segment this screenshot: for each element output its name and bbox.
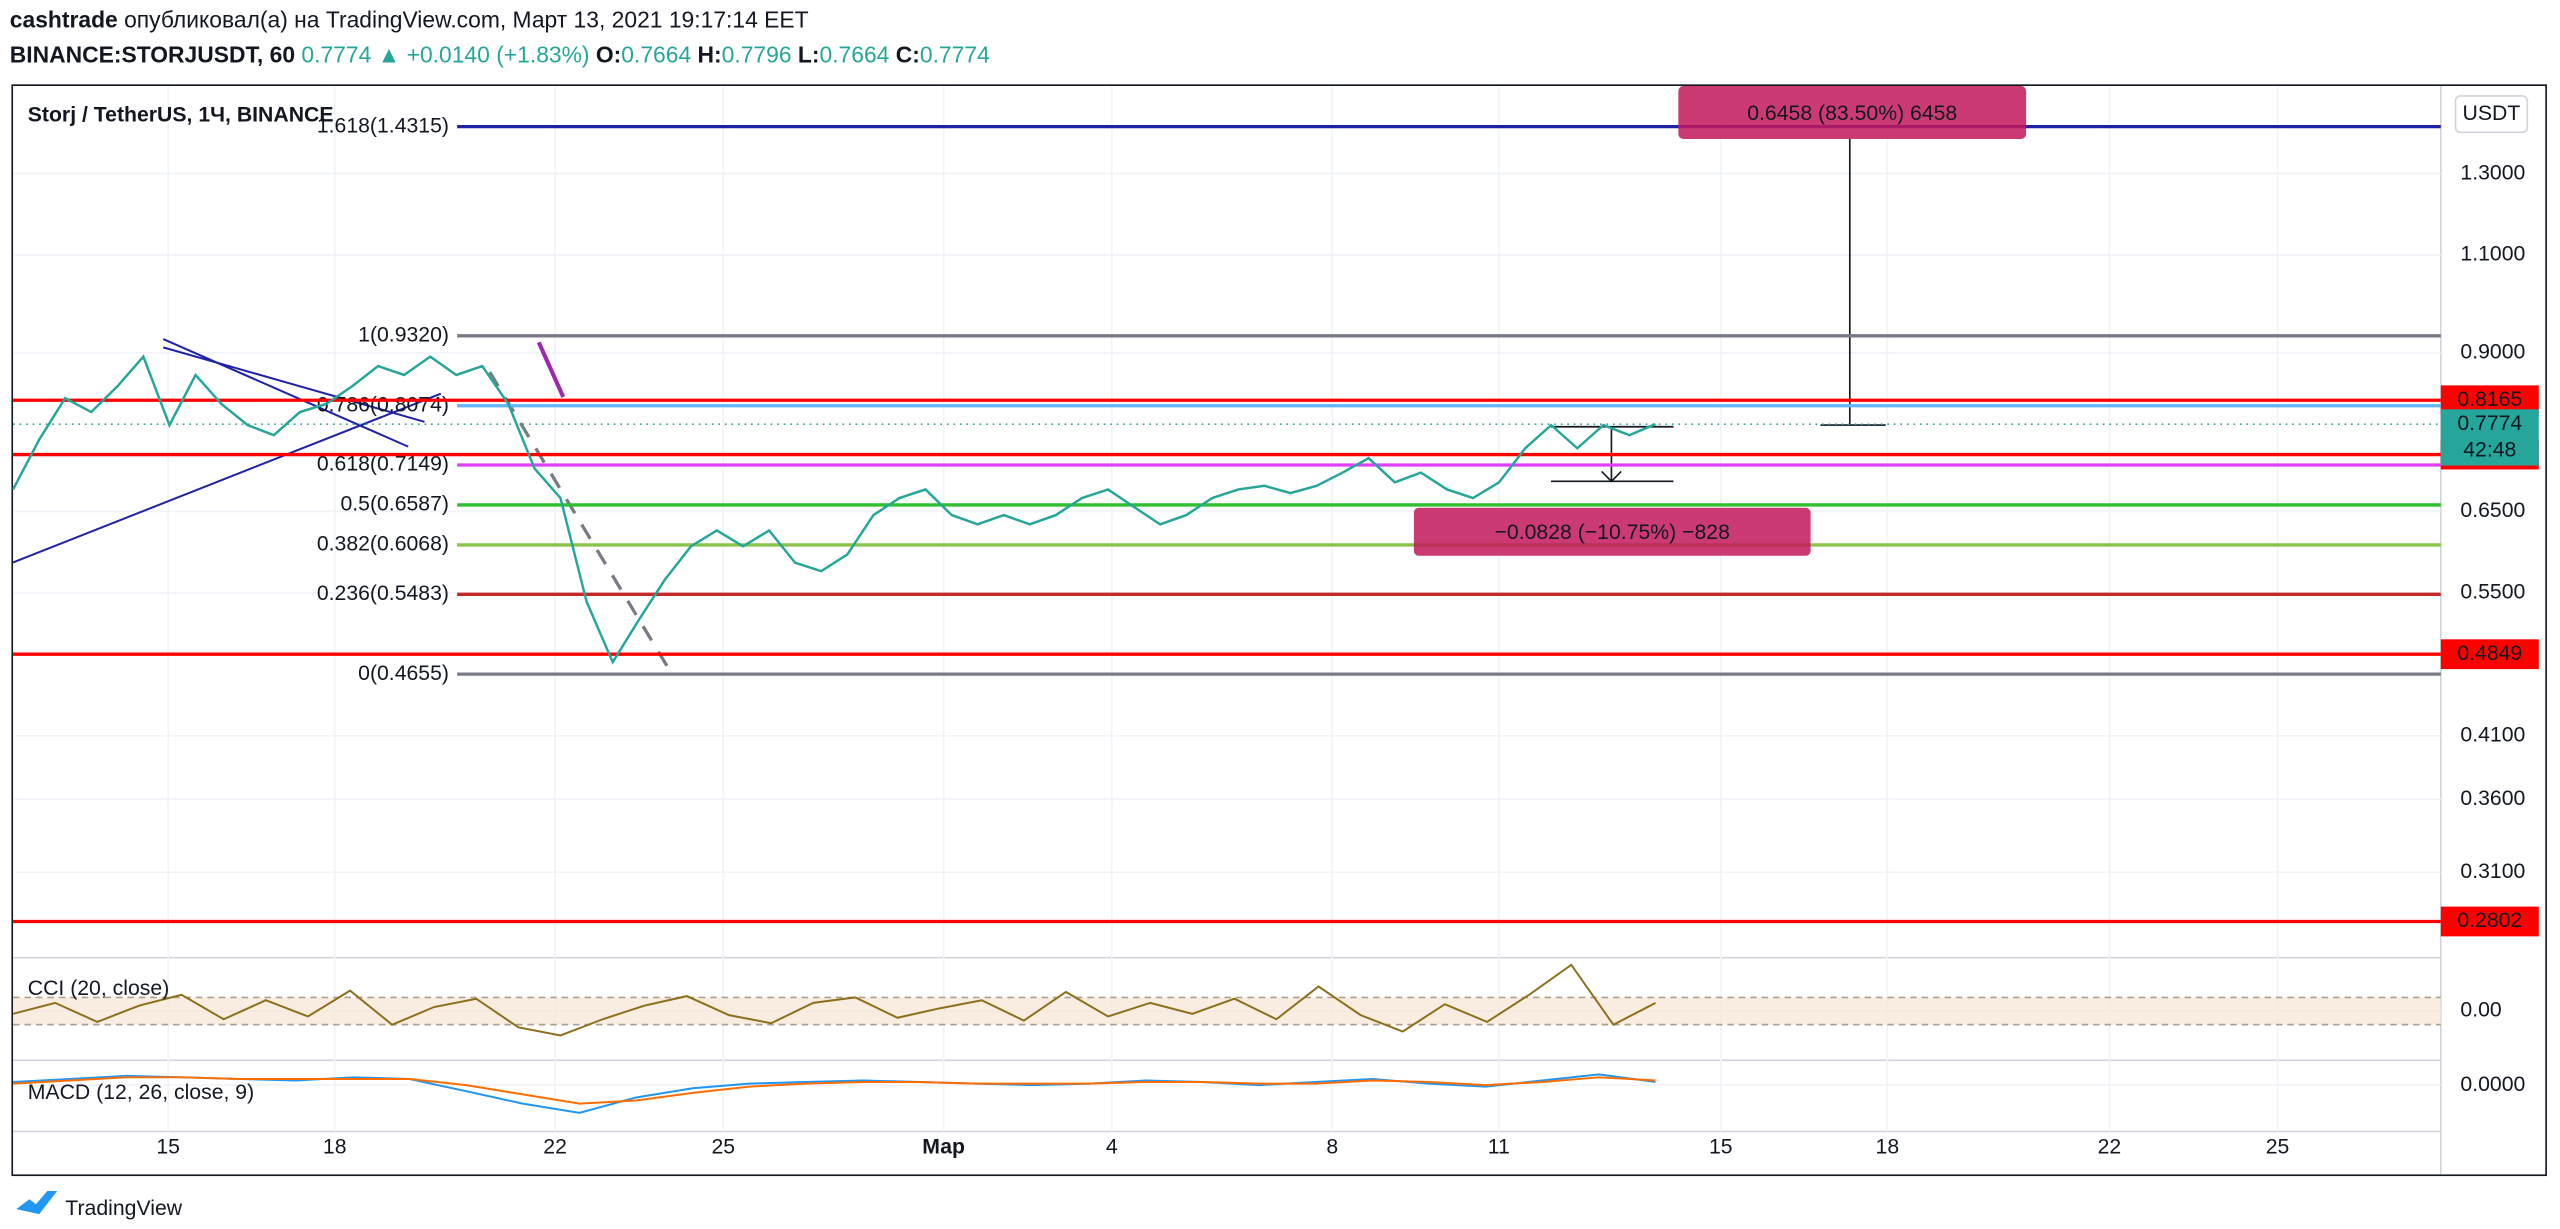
last-price: 0.7774 xyxy=(301,41,371,67)
symbol-line: BINANCE:STORJUSDT, 60 0.7774 ▲ +0.0140 (… xyxy=(10,41,990,67)
price-line xyxy=(11,354,1656,665)
level-tag xyxy=(2440,639,2539,670)
indicator-title: MACD (12, 26, close, 9) xyxy=(28,1080,254,1104)
fib-label: 0.236(0.5483) xyxy=(317,581,449,605)
countdown: 42:48 xyxy=(2463,437,2516,461)
brand-logo xyxy=(16,1190,58,1215)
y-tick-label: 0.3100 xyxy=(2460,859,2525,883)
fib-trend xyxy=(488,371,671,671)
x-tick-label: 22 xyxy=(543,1135,567,1159)
level-label: 0.8165 xyxy=(2457,387,2522,411)
indicator-title: CCI (20, close) xyxy=(28,976,170,1000)
x-tick-label: 18 xyxy=(1876,1135,1900,1159)
ohlc-label: C: xyxy=(896,41,920,67)
published: опубликовал(а) на TradingView.com, Март … xyxy=(124,6,808,32)
fib-label: 0.382(0.6068) xyxy=(317,531,449,555)
up-icon: ▲ xyxy=(371,41,406,67)
ohlc: O:0.7664 H:0.7796 L:0.7664 C:0.7774 xyxy=(590,41,990,67)
price-line xyxy=(12,963,1656,1037)
trendline xyxy=(162,338,409,448)
fib-label: 0(0.4655) xyxy=(358,661,449,685)
y-tick-label: 0.4100 xyxy=(2460,723,2525,747)
grid xyxy=(13,86,2441,1132)
ohlc-value: 0.7774 xyxy=(920,41,990,67)
author: cashtrade xyxy=(10,6,118,32)
x-tick-label: 11 xyxy=(1488,1135,1510,1159)
level-tag xyxy=(2440,906,2539,937)
currency-box xyxy=(2454,95,2529,134)
x-tick-label: 22 xyxy=(2098,1135,2122,1159)
measure-box xyxy=(1678,86,2027,139)
y-tick-label: 0.6500 xyxy=(2460,498,2525,522)
x-tick-label: 18 xyxy=(323,1135,347,1159)
price-line xyxy=(13,1076,1656,1105)
chart-frame xyxy=(11,84,2547,1177)
last-price-tag xyxy=(2440,409,2539,466)
brand: TradingView xyxy=(65,1196,182,1220)
trendline xyxy=(12,392,442,564)
x-tick-label: 8 xyxy=(1326,1135,1338,1159)
price-line xyxy=(13,1073,1656,1114)
x-tick-label: 4 xyxy=(1106,1135,1118,1159)
last-price-label: 0.7774 xyxy=(2457,411,2522,435)
range-arrow xyxy=(1601,470,1622,483)
currency: USDT xyxy=(2463,101,2521,125)
measure-label: 0.6458 (83.50%) 6458 xyxy=(1747,101,1957,125)
plot: Storj / TetherUS, 1Ч, BINANCE USDT 15 18 22 2… xyxy=(11,86,2539,1159)
x-tick-label: 15 xyxy=(1709,1135,1733,1159)
fib-label: 1.618(1.4315) xyxy=(317,113,449,137)
level-label: 0.4849 xyxy=(2457,641,2522,665)
drawings xyxy=(12,138,1886,671)
y-tick-label: 0.9000 xyxy=(2460,339,2525,363)
x-tick-label: Мар xyxy=(922,1135,965,1159)
measure-box xyxy=(1413,507,1811,556)
y-tick-label: 1.3000 xyxy=(2460,160,2525,184)
indicator-tick-label: 0.0000 xyxy=(2460,1072,2525,1096)
trendline xyxy=(163,346,425,423)
measure-label: −0.0828 (−10.75%) −828 xyxy=(1495,520,1730,544)
ohlc-label: L: xyxy=(798,41,820,67)
chart-title: Storj / TetherUS, 1Ч, BINANCE xyxy=(28,102,334,126)
fib-label: 0.5(0.6587) xyxy=(340,491,449,515)
change: +0.0140 (+1.83%) xyxy=(407,41,590,67)
indicator-tick-label: 0.00 xyxy=(2460,998,2501,1022)
x-tick-label: 25 xyxy=(711,1135,735,1159)
ohlc-label: H: xyxy=(698,41,722,67)
y-tick-label: 0.5500 xyxy=(2460,579,2525,603)
publish-line: cashtrade опубликовал(а) на TradingView.… xyxy=(10,6,809,32)
ohlc-value: 0.7664 xyxy=(621,41,691,67)
level-label: 0.2802 xyxy=(2457,908,2522,932)
ohlc-value: 0.7796 xyxy=(722,41,792,67)
ohlc-value: 0.7664 xyxy=(819,41,889,67)
y-tick-label: 1.1000 xyxy=(2460,242,2525,266)
x-tick-label: 15 xyxy=(156,1135,180,1159)
arrow-line xyxy=(536,341,566,398)
x-tick-label: 25 xyxy=(2266,1135,2290,1159)
ohlc-label: O: xyxy=(596,41,621,67)
fib-label: 1(0.9320) xyxy=(358,322,449,346)
symbol: BINANCE:STORJUSDT, 60 xyxy=(10,41,295,67)
y-tick-label: 0.3600 xyxy=(2460,786,2525,810)
